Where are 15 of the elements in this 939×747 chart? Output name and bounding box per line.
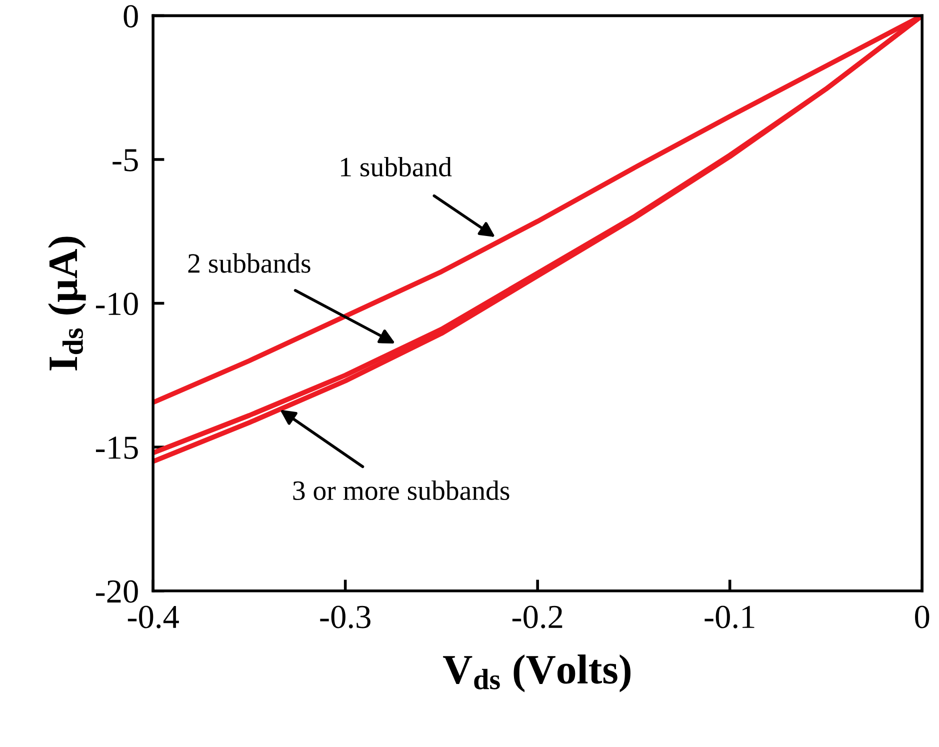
annotation: 1 subband	[341, 156, 452, 177]
y-tick-label: 0	[124, 5, 138, 28]
y-axis-title: I$_{ds}$ (μA)	[48, 236, 86, 370]
x-tick-label: -0.2	[512, 606, 562, 628]
y-tick-label: -10	[96, 292, 138, 316]
x-axis-title: V$_{ds}$ (Volts)	[443, 654, 630, 692]
x-tick-label: -0.3	[320, 606, 370, 628]
annotation: 2 subbands	[188, 253, 310, 273]
x-tick-label: -0.4	[128, 606, 179, 628]
x-tick-label: -0.1	[704, 606, 754, 628]
y-tick-label: -20	[96, 580, 138, 603]
y-tick-label: -5	[112, 149, 138, 172]
annotation: 3 or more subbands	[293, 480, 510, 500]
x-tick-label: 0	[915, 606, 930, 628]
y-tick-label: -15	[96, 436, 138, 459]
